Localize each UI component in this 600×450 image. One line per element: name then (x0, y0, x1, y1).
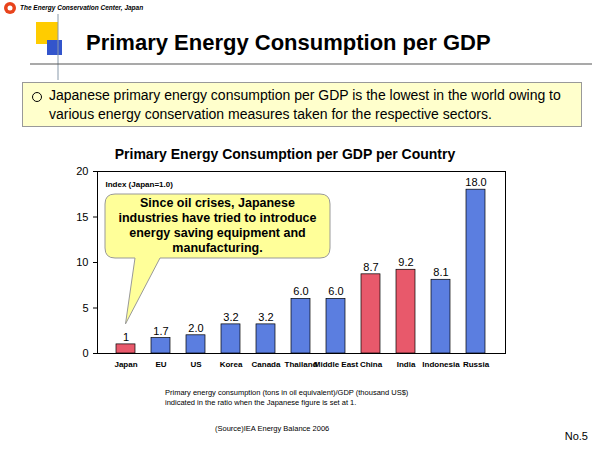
svg-text:8.7: 8.7 (363, 261, 378, 273)
html-text:Primary Energy Consumption per: Primary Energy Consumption per GDP (86, 30, 491, 55)
svg-text:India: India (397, 360, 416, 369)
svg-text:18.0: 18.0 (465, 176, 486, 188)
html-text:Since oil crises, Japanese ind: Since oil crises, Japanese industries ha… (118, 196, 317, 255)
svg-text:Index (Japan=1.0): Index (Japan=1.0) (106, 180, 174, 189)
svg-text:China: China (360, 360, 383, 369)
svg-text:2.0: 2.0 (188, 322, 203, 334)
svg-text:9.2: 9.2 (398, 256, 413, 268)
svg-text:6.0: 6.0 (293, 285, 308, 297)
html-text:No.5: No.5 (564, 430, 588, 442)
html-text:The Energy Conservation Center: The Energy Conservation Center, Japan (20, 4, 144, 11)
html-text:Primary energy consumption (to: Primary energy consumption (tons in oil … (165, 388, 409, 407)
html-text:Primary Energy Consumption per: Primary Energy Consumption per GDP per C… (114, 146, 456, 162)
svg-text:0: 0 (82, 347, 88, 359)
html-text:Japanese primary energy consum: Japanese primary energy consumption per … (49, 87, 561, 122)
svg-text:Russia: Russia (463, 360, 490, 369)
svg-text:EU: EU (155, 360, 166, 369)
html-text:(Source)IEA Energy Balance 200: (Source)IEA Energy Balance 2006 (215, 424, 330, 433)
svg-text:20: 20 (76, 165, 88, 177)
svg-text:Middle East: Middle East (314, 360, 359, 369)
svg-text:8.1: 8.1 (433, 266, 448, 278)
svg-text:3.2: 3.2 (223, 311, 238, 323)
svg-text:10: 10 (76, 256, 88, 268)
svg-text:Japan: Japan (114, 360, 137, 369)
svg-text:US: US (190, 360, 202, 369)
svg-text:1.7: 1.7 (153, 325, 168, 337)
svg-text:Thailand: Thailand (285, 360, 318, 369)
svg-text:Canada: Canada (252, 360, 281, 369)
svg-text:15: 15 (76, 211, 88, 223)
svg-text:3.2: 3.2 (258, 311, 273, 323)
svg-text:1: 1 (123, 331, 129, 343)
svg-text:Korea: Korea (220, 360, 243, 369)
svg-text:5: 5 (82, 302, 88, 314)
svg-text:Indonesia: Indonesia (422, 360, 460, 369)
svg-text:6.0: 6.0 (328, 285, 343, 297)
